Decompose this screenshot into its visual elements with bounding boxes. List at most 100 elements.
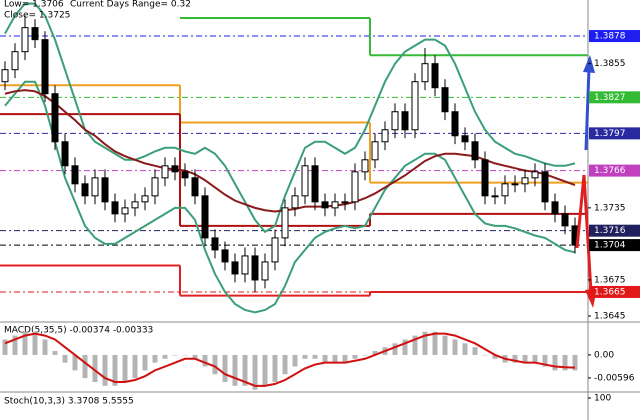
macd-bar (392, 343, 398, 355)
candle-body (171, 165, 179, 173)
macd-bar (542, 354, 548, 367)
info-label: Low= 1.3706 (4, 0, 64, 10)
candle-body (421, 63, 429, 83)
macd-bar (442, 335, 448, 355)
macd-bar (122, 354, 128, 382)
macd-bar (322, 354, 328, 363)
candle-body (461, 135, 469, 143)
forecast-arrow-up (584, 67, 591, 151)
macd-bar (92, 354, 98, 382)
macd-bar (142, 354, 148, 371)
candle-body (451, 111, 459, 137)
macd-bar (512, 354, 518, 363)
macd-bar (342, 354, 348, 363)
price-marker-label: 1.3665 (594, 287, 626, 297)
candle-body (151, 177, 159, 197)
macd-bar (402, 339, 408, 355)
candle-body (311, 165, 319, 203)
macd-bar (152, 354, 158, 363)
candle-body (321, 201, 329, 209)
candle-body (241, 255, 249, 275)
macd-bar (182, 354, 188, 356)
indicator-line (4, 2, 576, 234)
price-marker-box (589, 164, 640, 177)
candle-body (231, 261, 239, 275)
y-tick-label: 0.00 (594, 350, 614, 360)
y-tick-label: -0.00596 (594, 373, 635, 383)
macd-bar (472, 347, 478, 355)
price-marker-box (589, 239, 640, 252)
y-tick-label: 1.3645 (594, 311, 626, 321)
macd-bar (272, 354, 278, 382)
candle-body (181, 171, 189, 179)
candle-body (471, 141, 479, 161)
price-marker-box (589, 224, 640, 237)
candle-body (21, 27, 29, 53)
candle-body (491, 195, 499, 198)
candle-body (361, 159, 369, 173)
candle-body (121, 207, 129, 215)
macd-bar (212, 354, 218, 375)
price-marker-box (589, 127, 640, 140)
candle-body (141, 195, 149, 203)
candle-body (31, 27, 39, 41)
price-marker-label: 1.3827 (594, 93, 626, 103)
macd-bar (552, 354, 558, 371)
candle-body (261, 261, 269, 281)
macd-bar (432, 331, 438, 355)
candle-body (91, 177, 99, 197)
price-marker-box (589, 30, 640, 43)
candle-body (521, 177, 529, 185)
candle-body (71, 165, 79, 185)
macd-bar (2, 339, 8, 355)
candle-body (391, 111, 399, 131)
macd-bar (522, 354, 528, 363)
info-label: Close= 1.3725 (4, 11, 70, 21)
candle-body (381, 129, 389, 143)
candle-body (41, 39, 49, 95)
candle-body (51, 93, 59, 143)
macd-bar (162, 354, 168, 359)
candle-body (111, 201, 119, 215)
macd-bar (532, 354, 538, 363)
candle-body (411, 81, 419, 131)
macd-bar (492, 354, 498, 359)
candle-body (511, 183, 519, 186)
macd-bar (32, 331, 38, 355)
candle-body (81, 183, 89, 197)
macd-bar (422, 331, 428, 355)
macd-bar (352, 354, 358, 359)
candle-body (221, 249, 229, 263)
candle-body (551, 201, 559, 215)
macd-bar (192, 354, 198, 359)
price-axis: 1.3855 1.3735 1.3675 1.3645 1.3878 1.3827 1.37… (588, 30, 640, 404)
candle-body (281, 207, 289, 239)
macd-bar (72, 354, 78, 371)
candle-body (251, 255, 259, 281)
macd-bar (112, 354, 118, 386)
macd-bar (22, 331, 28, 355)
macd-bar (452, 339, 458, 355)
macd-bar (242, 354, 248, 386)
candle-body (291, 195, 299, 209)
macd-bar (332, 354, 338, 363)
macd-bar (82, 354, 88, 379)
candle-body (331, 201, 339, 209)
indicator-line (4, 80, 576, 314)
candle-body (131, 201, 139, 209)
macd-bar (312, 354, 318, 359)
macd-bar (172, 354, 178, 356)
macd-bar (372, 351, 378, 355)
price-marker-label: 1.3716 (594, 226, 626, 236)
candle-body (301, 165, 309, 197)
macd-bar (562, 354, 568, 371)
macd-bar (42, 339, 48, 355)
forecast-arrow-down (582, 174, 593, 293)
macd-bar (252, 354, 258, 390)
candle-body (211, 237, 219, 251)
candle-body (401, 111, 409, 131)
macd-bar (292, 354, 298, 367)
info-label: Current Days Range= 0.32 (70, 0, 191, 10)
price-marker-box (589, 285, 640, 298)
